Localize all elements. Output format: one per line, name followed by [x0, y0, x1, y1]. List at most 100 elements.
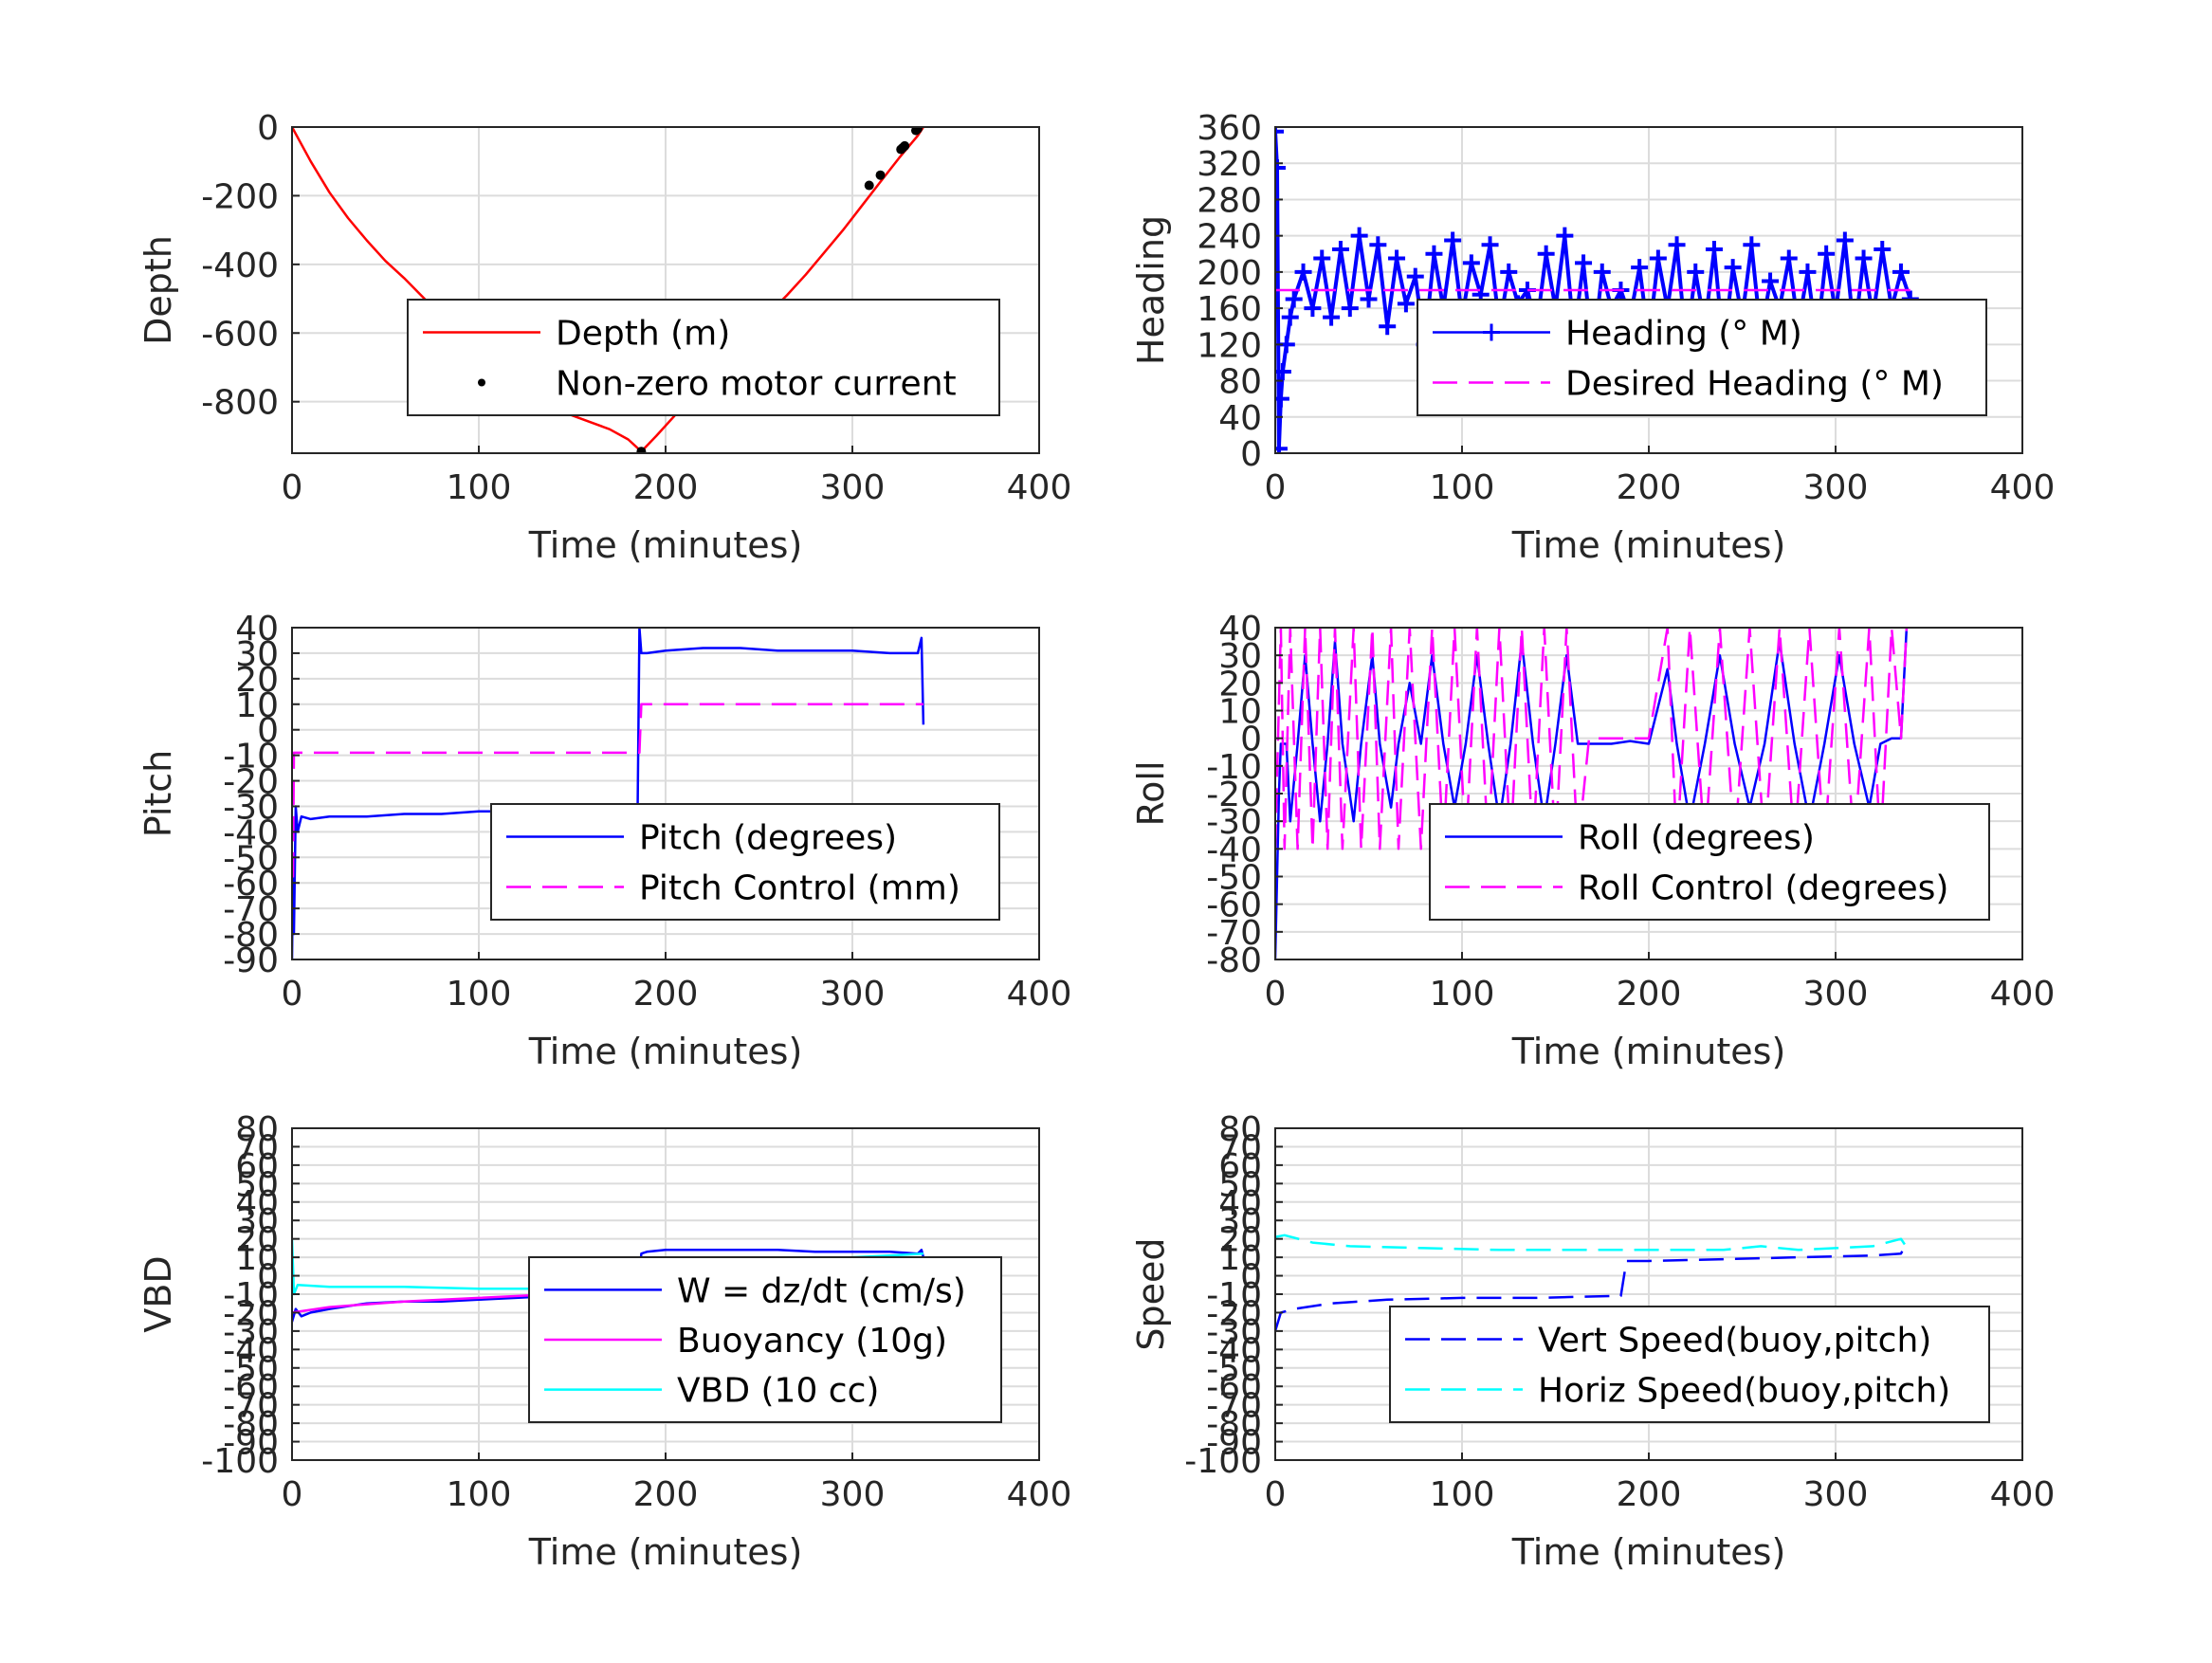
roll-xlabel: Time (minutes)	[1511, 1031, 1786, 1072]
depth-xtick-label: 400	[1007, 468, 1072, 507]
pitch-chart: 0 100 200 300 400-90-80-70-60-50-40-30-20-10…	[137, 610, 1071, 1072]
pitch-ytick-label: -80	[223, 916, 279, 955]
pitch-xtick-label: 300	[820, 975, 886, 1014]
roll-ytick-label: -80	[1206, 941, 1262, 980]
heading-series-0-point	[1668, 236, 1686, 254]
heading-xtick-label: 0	[1265, 468, 1287, 507]
pitch-legend-label: Pitch (degrees)	[639, 819, 897, 858]
speed-ytick-label: 0	[1240, 1258, 1262, 1297]
pitch-ytick-label: -20	[223, 763, 279, 802]
heading-series-0-point	[1855, 249, 1873, 267]
roll-legend: Roll (degrees) Roll Control (degrees)	[1429, 803, 1990, 921]
depth-xtick-label: 0	[282, 468, 303, 507]
vbd-legend-label: W = dz/dt (cm/s)	[677, 1271, 966, 1310]
depth-ytick-label: -800	[201, 384, 279, 423]
heading-series-0-point	[1874, 241, 1892, 258]
roll-chart: 0 100 200 300 400-80-70-60-50-40-30-20-10010…	[1130, 610, 2055, 1072]
speed-xlabel: Time (minutes)	[1511, 1531, 1786, 1573]
speed-series-0-line	[1275, 1245, 1907, 1332]
heading-ytick-label: 280	[1197, 181, 1262, 220]
depth-xtick-label: 300	[820, 468, 886, 507]
roll-ytick-label: -70	[1206, 914, 1262, 953]
speed-legend-label: Horiz Speed(buoy,pitch)	[1538, 1372, 1950, 1411]
depth-series-1-point	[900, 140, 910, 151]
pitch-ytick-label: -70	[223, 890, 279, 929]
heading-series-0-point	[1275, 440, 1288, 453]
pitch-ytick-label: -30	[223, 788, 279, 827]
speed-ytick-label: 20	[1218, 1221, 1262, 1260]
vbd-ytick-label: -80	[223, 1405, 279, 1444]
heading-series-0-point	[1762, 272, 1780, 290]
roll-ytick-label: 20	[1218, 665, 1262, 704]
roll-xtick-label: 200	[1617, 975, 1682, 1014]
depth-legend-swatch	[478, 378, 485, 387]
speed-xtick-label: 300	[1803, 1475, 1869, 1514]
heading-ytick-label: 160	[1197, 290, 1262, 329]
vbd-xtick-label: 100	[447, 1475, 512, 1514]
heading-series-0-point	[1575, 254, 1593, 272]
heading-series-0-point	[1369, 236, 1387, 254]
vbd-ytick-label: -30	[223, 1313, 279, 1352]
roll-ytick-label: -20	[1206, 776, 1262, 814]
speed-ytick-label: -60	[1206, 1368, 1262, 1407]
depth-ytick-label: -600	[201, 315, 279, 354]
heading-xtick-label: 100	[1430, 468, 1495, 507]
roll-legend-label: Roll Control (degrees)	[1578, 869, 1948, 908]
heading-ylabel: Heading	[1130, 215, 1172, 365]
heading-series-0-point	[1836, 231, 1854, 249]
vbd-ytick-label: 10	[235, 1239, 279, 1278]
heading-ytick-label: 200	[1197, 254, 1262, 293]
vbd-ytick-label: -40	[223, 1331, 279, 1370]
heading-series-0-point	[1275, 363, 1291, 380]
pitch-ylabel: Pitch	[137, 750, 179, 838]
pitch-ytick-label: -10	[223, 738, 279, 777]
heading-xlabel: Time (minutes)	[1511, 524, 1786, 566]
speed-series-1-line	[1275, 1234, 1906, 1252]
vbd-ytick-label: -10	[223, 1276, 279, 1315]
heading-xtick-label: 200	[1617, 468, 1682, 507]
pitch-xtick-label: 400	[1007, 975, 1072, 1014]
heading-series-0-point	[1687, 263, 1705, 281]
roll-ytick-label: -30	[1206, 803, 1262, 842]
speed-ytick-label: -10	[1206, 1276, 1262, 1315]
depth-xlabel: Time (minutes)	[528, 524, 803, 566]
vbd-xtick-label: 200	[633, 1475, 699, 1514]
roll-xtick-label: 300	[1803, 975, 1869, 1014]
depth-ytick-label: -400	[201, 247, 279, 285]
vbd-ytick-label: 30	[235, 1202, 279, 1241]
depth-legend-box	[407, 299, 1000, 416]
heading-ytick-label: 240	[1197, 218, 1262, 257]
pitch-ytick-label: -50	[223, 839, 279, 878]
heading-series-0-point	[1388, 249, 1406, 267]
depth-series-1-point	[864, 180, 874, 191]
vbd-xtick-label: 0	[282, 1475, 303, 1514]
heading-series-0-point	[1537, 245, 1555, 263]
depth-ylabel: Depth	[137, 235, 179, 345]
depth-series-1-point	[636, 447, 647, 453]
pitch-xtick-label: 0	[282, 975, 303, 1014]
heading-series-0-point	[1285, 290, 1303, 308]
roll-ytick-label: 10	[1218, 693, 1262, 732]
heading-series-0-point	[1360, 290, 1378, 308]
heading-series-0-point	[1331, 241, 1349, 258]
speed-ytick-label: 50	[1218, 1165, 1262, 1204]
depth-ytick-label: 0	[257, 109, 279, 148]
heading-series-0-point	[1444, 231, 1462, 249]
heading-series-0-point	[1406, 267, 1424, 285]
pitch-ytick-label: 40	[235, 610, 279, 649]
speed-xtick-label: 200	[1617, 1475, 1682, 1514]
roll-ytick-label: 40	[1218, 610, 1262, 649]
heading-series-0-point	[1780, 249, 1798, 267]
heading-legend: Heading (° M) Desired Heading (° M)	[1417, 299, 1987, 416]
roll-ytick-label: 0	[1240, 721, 1262, 759]
roll-legend-label: Roll (degrees)	[1578, 819, 1815, 858]
roll-ytick-label: 30	[1218, 637, 1262, 676]
speed-ytick-label: -30	[1206, 1313, 1262, 1352]
pitch-ytick-label: -40	[223, 813, 279, 852]
heading-series-0-point	[1818, 245, 1836, 263]
heading-series-0-point	[1350, 227, 1368, 245]
heading-series-0-point	[1724, 259, 1742, 277]
heading-series-0-point	[1500, 263, 1518, 281]
vbd-legend: W = dz/dt (cm/s) Buoyancy (10g) VBD (10 cc…	[528, 1256, 1002, 1423]
